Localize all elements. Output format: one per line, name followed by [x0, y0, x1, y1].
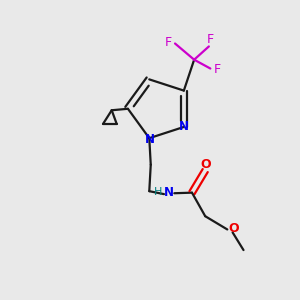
- Text: O: O: [200, 158, 211, 171]
- Text: N: N: [164, 186, 173, 199]
- Text: F: F: [207, 34, 214, 46]
- Text: F: F: [165, 35, 172, 49]
- Text: N: N: [145, 133, 154, 146]
- Text: O: O: [229, 222, 239, 236]
- Text: H: H: [154, 187, 162, 197]
- Text: N: N: [179, 121, 189, 134]
- Text: F: F: [213, 64, 220, 76]
